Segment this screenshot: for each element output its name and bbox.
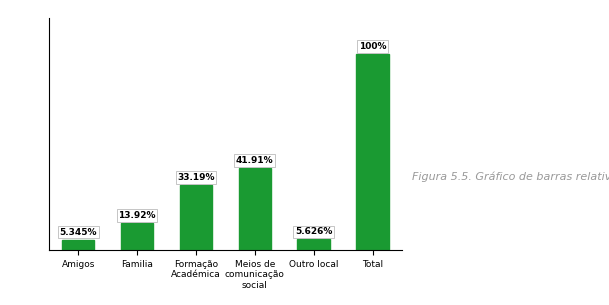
Text: 13.92%: 13.92% bbox=[118, 211, 156, 220]
Bar bbox=[239, 168, 271, 250]
Bar bbox=[180, 185, 212, 250]
Bar bbox=[356, 54, 389, 250]
Text: 100%: 100% bbox=[359, 42, 386, 51]
Bar bbox=[62, 240, 94, 250]
Text: 41.91%: 41.91% bbox=[236, 156, 273, 165]
Text: 5.345%: 5.345% bbox=[60, 228, 97, 237]
Text: 33.19%: 33.19% bbox=[177, 173, 214, 182]
Bar bbox=[121, 223, 153, 250]
Text: 5.626%: 5.626% bbox=[295, 227, 333, 236]
Text: Figura 5.5. Gráfico de barras relativo: Figura 5.5. Gráfico de barras relativo bbox=[412, 172, 609, 182]
Bar bbox=[297, 239, 330, 250]
